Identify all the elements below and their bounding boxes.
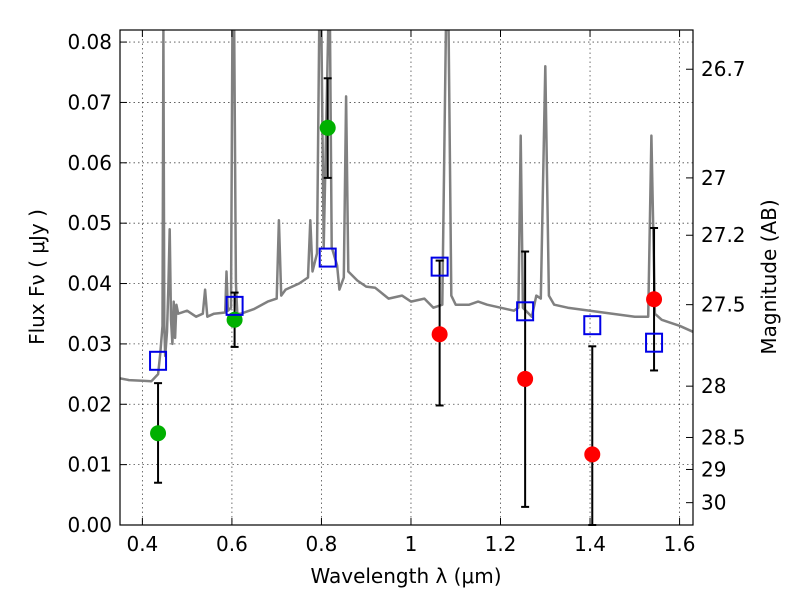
spectrum-line [120, 30, 693, 383]
model-point [149, 350, 168, 371]
data-point [150, 425, 167, 442]
y2-tick-label: 29 [701, 457, 726, 481]
y2-tick-label: 30 [701, 491, 726, 515]
y2-tick-label: 28 [701, 374, 726, 398]
data-point [646, 291, 663, 308]
y2-tick-label: 27.2 [701, 223, 746, 247]
x-tick-label: 0.6 [216, 532, 248, 556]
x-tick-label: 1.2 [485, 532, 517, 556]
tick-labels: 0.4 0.6 0.8 1 1.2 1.4 1.6 0.00 0.01 0.02 0.03 0.04 0… [67, 30, 745, 556]
y2-tick-label: 26.7 [701, 57, 746, 81]
y-tick-label: 0.06 [67, 151, 112, 175]
photometry-points [149, 77, 664, 526]
y2-tick-label: 27.5 [701, 293, 746, 317]
y-tick-label: 0.04 [67, 272, 112, 296]
y-tick-label: 0.02 [67, 392, 112, 416]
y-axis-label: Flux Fν ( μJy ) [25, 209, 49, 345]
model-point [645, 332, 664, 353]
plot-frame [119, 29, 694, 526]
y-tick-label: 0.01 [67, 453, 112, 477]
model-point [583, 315, 602, 336]
x-axis-label: Wavelength λ (μm) [310, 564, 501, 588]
y2-axis-label: Magnitude (AB) [757, 199, 781, 354]
model-spectrum [120, 30, 693, 383]
x-tick-label: 1.6 [664, 532, 696, 556]
y2-tick-label: 28.5 [701, 425, 746, 449]
model-point [430, 256, 449, 277]
y2-tick-label: 27 [701, 166, 726, 190]
data-point [431, 326, 448, 343]
x-tick-label: 1 [405, 532, 418, 556]
model-point [516, 301, 535, 322]
grid [120, 30, 693, 525]
y-tick-label: 0.00 [67, 513, 112, 537]
y-tick-label: 0.08 [67, 30, 112, 54]
y-tick-label: 0.07 [67, 90, 112, 114]
data-point [584, 446, 601, 463]
model-point [318, 247, 337, 268]
x-tick-label: 1.4 [574, 532, 606, 556]
model-point [225, 295, 244, 316]
data-point [319, 119, 336, 136]
x-tick-label: 0.8 [306, 532, 338, 556]
axis-ticks [120, 30, 693, 526]
y-tick-label: 0.05 [67, 211, 112, 235]
y-tick-label: 0.03 [67, 332, 112, 356]
x-tick-label: 0.4 [126, 532, 158, 556]
data-point [517, 370, 534, 387]
